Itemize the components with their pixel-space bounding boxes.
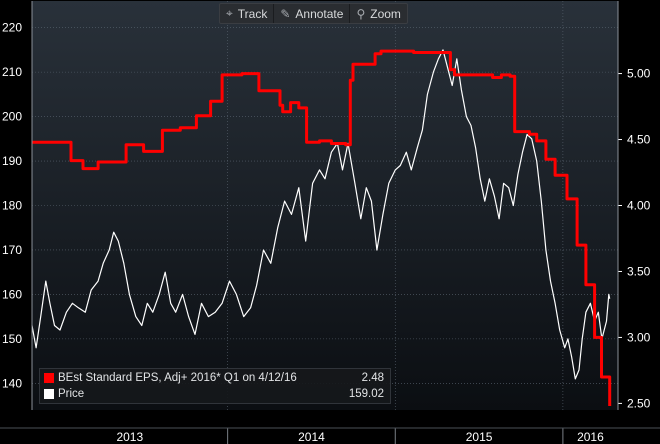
zoom-label: Zoom bbox=[370, 6, 401, 21]
x-year-label: 2015 bbox=[466, 430, 493, 444]
y-left-tick-label: 210 bbox=[2, 65, 22, 79]
annotate-button[interactable]: ✎ Annotate bbox=[273, 4, 349, 23]
pencil-icon: ✎ bbox=[280, 6, 291, 21]
x-year-label: 2014 bbox=[298, 430, 325, 444]
y-right-tick-label: 4.50 bbox=[627, 133, 651, 147]
x-axis: 2013 2014 2015 2016 bbox=[0, 427, 660, 444]
series-layer bbox=[31, 49, 612, 406]
y-left-tick-label: 220 bbox=[2, 21, 22, 35]
chart-toolbar: ⌖ Track ✎ Annotate ⚲ Zoom bbox=[219, 3, 408, 24]
zoom-button[interactable]: ⚲ Zoom bbox=[349, 4, 406, 23]
left-y-axis: 140 150 160 170 180 190 200 210 220 bbox=[2, 1, 33, 410]
crosshair-icon: ⌖ bbox=[226, 6, 233, 20]
eps-series-line bbox=[32, 49, 612, 406]
y-left-tick-label: 190 bbox=[2, 154, 22, 168]
y-left-tick-label: 160 bbox=[2, 287, 22, 301]
magnifier-icon: ⚲ bbox=[356, 6, 366, 21]
chart-legend: BEst Standard EPS, Adj+ 2016* Q1 on 4/12… bbox=[39, 368, 391, 404]
y-left-tick-label: 150 bbox=[2, 332, 22, 346]
legend-row-price[interactable]: Price 159.02 bbox=[44, 386, 384, 402]
legend-swatch-price bbox=[44, 389, 54, 399]
plot-background bbox=[32, 1, 618, 410]
y-right-tick-label: 3.50 bbox=[627, 264, 651, 278]
x-year-label: 2013 bbox=[116, 430, 143, 444]
track-button[interactable]: ⌖ Track bbox=[220, 4, 273, 23]
y-right-tick-label: 3.00 bbox=[627, 330, 651, 344]
grid bbox=[32, 1, 618, 410]
y-left-tick-label: 180 bbox=[2, 199, 22, 213]
legend-label-eps: BEst Standard EPS, Adj+ 2016* Q1 on 4/12… bbox=[58, 372, 297, 384]
y-right-tick-label: 5.00 bbox=[627, 67, 651, 81]
legend-row-eps[interactable]: BEst Standard EPS, Adj+ 2016* Q1 on 4/12… bbox=[44, 370, 384, 386]
right-y-axis: 2.50 3.00 3.50 4.00 4.50 5.00 bbox=[617, 1, 651, 410]
legend-value-price: 159.02 bbox=[348, 388, 384, 400]
y-right-tick-label: 2.50 bbox=[627, 396, 651, 410]
y-left-tick-label: 170 bbox=[2, 243, 22, 257]
legend-swatch-eps bbox=[44, 373, 54, 383]
price-series-line bbox=[31, 49, 611, 380]
y-left-tick-label: 140 bbox=[2, 376, 22, 390]
track-label: Track bbox=[237, 6, 268, 21]
x-year-label: 2016 bbox=[577, 430, 604, 444]
legend-value-eps: 2.48 bbox=[361, 372, 384, 384]
y-right-tick-label: 4.00 bbox=[627, 199, 651, 213]
y-left-tick-label: 200 bbox=[2, 110, 22, 124]
annotate-label: Annotate bbox=[295, 6, 344, 21]
legend-label-price: Price bbox=[58, 388, 85, 400]
